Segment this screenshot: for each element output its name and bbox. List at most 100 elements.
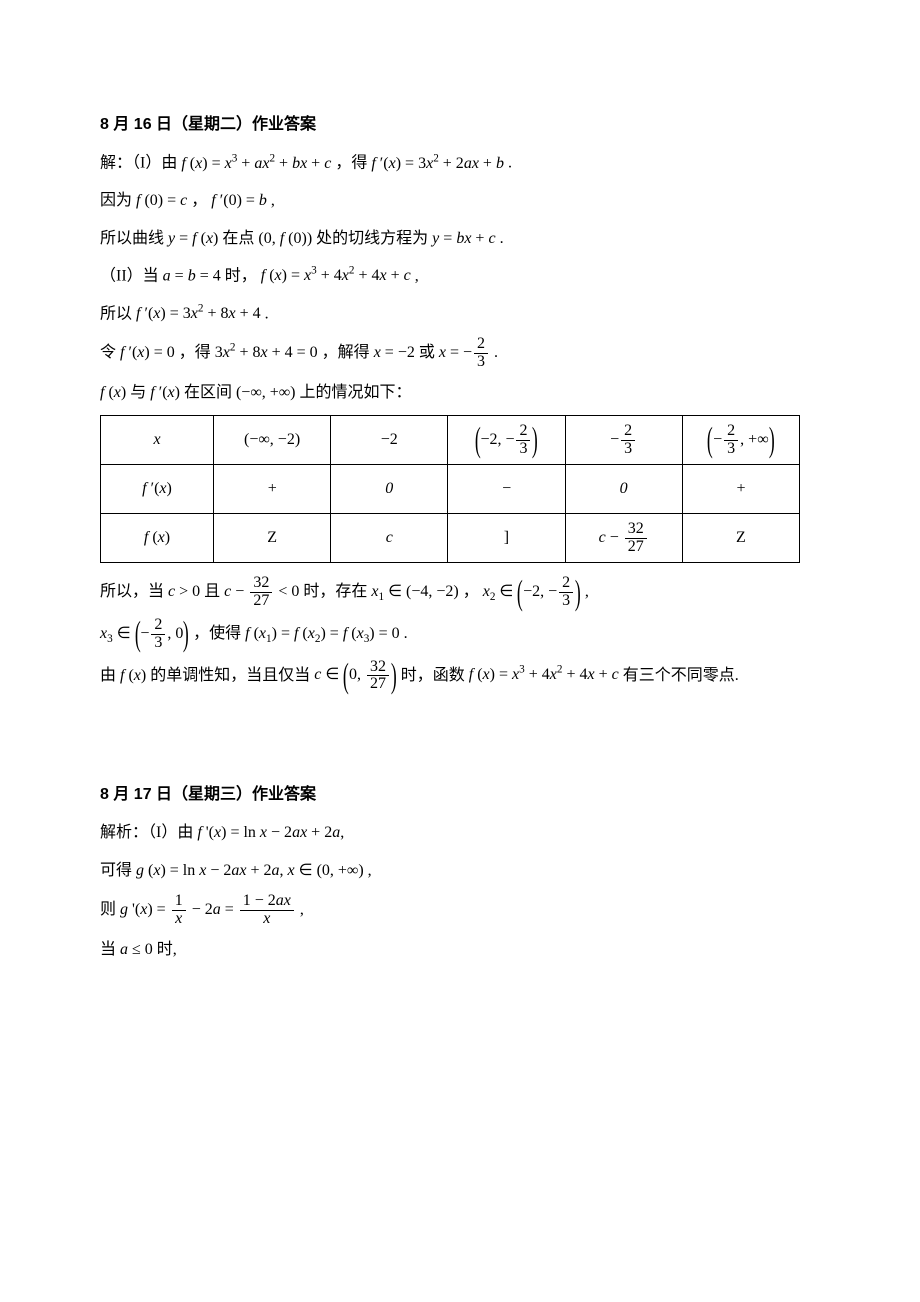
table-row-f: f (x) Z c ] c − 3227 Z <box>101 514 800 563</box>
text: 在区间 <box>184 384 236 401</box>
eq: f (x) <box>120 666 146 683</box>
text: ， <box>191 192 211 209</box>
eq: y = f (x) <box>168 230 218 247</box>
s2-p2: 可得 g (x) = ln x − 2ax + 2a, x ∈ (0, +∞) … <box>100 856 820 886</box>
eq: f (x) <box>100 384 126 401</box>
text: ，解得 <box>322 344 374 361</box>
eq: f ′(x) = 3x2 + 8x + 4 <box>136 305 261 322</box>
cell: (−23, +∞) <box>682 416 799 465</box>
eq: y = bx + c <box>432 230 495 247</box>
text: 处的切线方程为 <box>316 230 432 247</box>
text: 的单调性知，当且仅当 <box>150 666 314 683</box>
text: . <box>508 155 512 172</box>
s1-p3: 所以曲线 y = f (x) 在点 (0, f (0)) 处的切线方程为 y =… <box>100 224 820 254</box>
eq: x3 ∈ (−23, 0) <box>100 625 189 642</box>
text: 解析：（I）由 <box>100 824 197 841</box>
text: 在点 <box>222 230 258 247</box>
cell-label: f (x) <box>101 514 214 563</box>
eq: g (x) = ln x − 2ax + 2a, x ∈ (0, +∞) <box>136 862 364 879</box>
cell: 0 <box>565 465 682 514</box>
s2-p4: 当 a ≤ 0 时, <box>100 935 820 965</box>
text: 时， <box>225 267 261 284</box>
text: ，得 <box>179 344 215 361</box>
cell: (−∞, −2) <box>214 416 331 465</box>
text: ， <box>463 583 483 600</box>
text: 所以曲线 <box>100 230 168 247</box>
text: 时, <box>157 941 177 958</box>
eq: 3x2 + 8x + 4 = 0 <box>215 344 318 361</box>
eq: (−∞, +∞) <box>236 384 296 401</box>
cell: Z <box>682 514 799 563</box>
eq: a = b = 4 <box>163 267 221 284</box>
text: 与 <box>130 384 150 401</box>
cell: − <box>448 465 565 514</box>
cell: + <box>214 465 331 514</box>
eq: f (x) = x3 + ax2 + bx + c <box>181 155 331 172</box>
eq: a ≤ 0 <box>120 941 153 958</box>
cell: −2 <box>331 416 448 465</box>
text: ，得 <box>335 155 371 172</box>
cell: (−2, −23) <box>448 416 565 465</box>
s1-p6: 令 f ′(x) = 0 ，得 3x2 + 8x + 4 = 0 ，解得 x =… <box>100 336 820 371</box>
text: . <box>500 230 504 247</box>
cell: −23 <box>565 416 682 465</box>
s2-p1: 解析：（I）由 f '(x) = ln x − 2ax + 2a, <box>100 818 820 848</box>
eq: f ′(x) = 0 <box>120 344 175 361</box>
text: 解：（I）由 <box>100 155 181 172</box>
text: 有三个不同零点. <box>623 666 739 683</box>
s1-p1: 解：（I）由 f (x) = x3 + ax2 + bx + c ，得 f ′(… <box>100 148 820 179</box>
eq: c − 3227 < 0 <box>224 583 299 600</box>
text: 或 <box>419 344 439 361</box>
text: . <box>265 305 269 322</box>
eq: x2 ∈ (−2, −23) <box>483 583 581 600</box>
text: 时，存在 <box>303 583 371 600</box>
cell-x: x <box>101 416 214 465</box>
table-row-header: x (−∞, −2) −2 (−2, −23) −23 (−23, +∞) <box>101 416 800 465</box>
cell: ] <box>448 514 565 563</box>
eq: c ∈ (0, 3227) <box>314 666 396 683</box>
s1-p2: 因为 f (0) = c ， f ′(0) = b , <box>100 186 820 216</box>
text: 由 <box>100 666 120 683</box>
eq: (0, f (0)) <box>258 230 312 247</box>
cell: c − 3227 <box>565 514 682 563</box>
text: 当 <box>100 941 120 958</box>
s1-p5: 所以 f ′(x) = 3x2 + 8x + 4 . <box>100 299 820 330</box>
eq: f ′(0) = b <box>211 192 267 209</box>
eq: f '(x) = ln x − 2ax + 2a, <box>197 824 344 841</box>
text: （II）当 <box>100 267 163 284</box>
eq: f (x) = x3 + 4x2 + 4x + c <box>261 267 411 284</box>
s1-p8: 所以，当 c > 0 且 c − 3227 < 0 时，存在 x1 ∈ (−4,… <box>100 575 820 610</box>
text: . <box>494 344 498 361</box>
s2-p3: 则 g '(x) = 1x − 2a = 1 − 2axx , <box>100 893 820 928</box>
eq: f ′(x) <box>150 384 180 401</box>
text: , <box>368 862 372 879</box>
text: 所以，当 <box>100 583 168 600</box>
page: 8 月 16 日（星期二）作业答案 解：（I）由 f (x) = x3 + ax… <box>0 0 920 1302</box>
text: 上的情况如下： <box>299 384 411 401</box>
text: , <box>271 192 275 209</box>
eq: x = −23 <box>439 344 490 361</box>
eq: f ′(x) = 3x2 + 2ax + b <box>371 155 504 172</box>
eq: f (x) = x3 + 4x2 + 4x + c <box>469 666 619 683</box>
cell: c <box>331 514 448 563</box>
text: ，使得 <box>193 625 245 642</box>
text: 所以 <box>100 305 136 322</box>
text: 令 <box>100 344 120 361</box>
text: , <box>585 583 589 600</box>
s1-p7: f (x) 与 f ′(x) 在区间 (−∞, +∞) 上的情况如下： <box>100 378 820 408</box>
cell: + <box>682 465 799 514</box>
eq: x = −2 <box>374 344 415 361</box>
s1-p10: 由 f (x) 的单调性知，当且仅当 c ∈ (0, 3227) 时，函数 f … <box>100 659 820 694</box>
eq: g '(x) = 1x − 2a = 1 − 2axx <box>120 901 296 918</box>
s1-p4: （II）当 a = b = 4 时， f (x) = x3 + 4x2 + 4x… <box>100 261 820 292</box>
text: 且 <box>204 583 224 600</box>
text: 则 <box>100 901 120 918</box>
section2-heading: 8 月 17 日（星期三）作业答案 <box>100 780 820 810</box>
cell-label: f ′(x) <box>101 465 214 514</box>
eq: f (0) = c <box>136 192 187 209</box>
cell: Z <box>214 514 331 563</box>
text: 可得 <box>100 862 136 879</box>
eq: c > 0 <box>168 583 200 600</box>
section1-heading: 8 月 16 日（星期二）作业答案 <box>100 110 820 140</box>
eq: x1 ∈ (−4, −2) <box>371 583 458 600</box>
